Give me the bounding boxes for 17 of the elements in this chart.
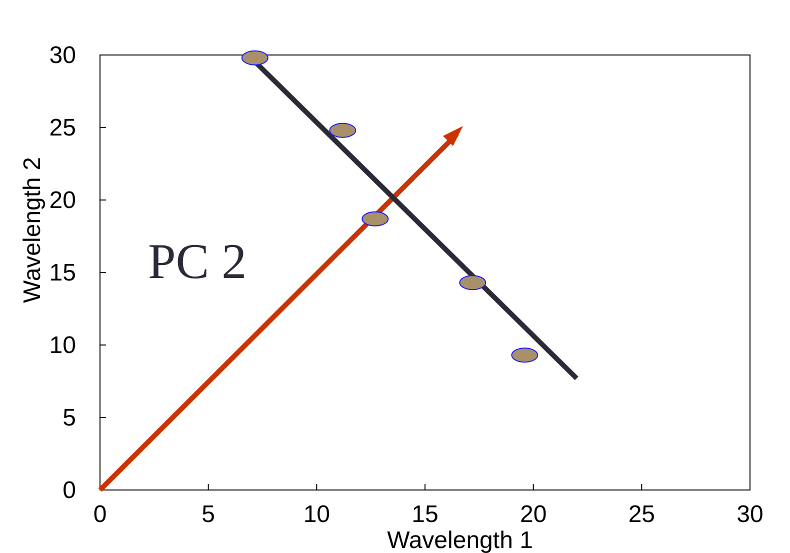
- x-tick-label: 10: [303, 501, 330, 528]
- annotation: PC 2: [148, 233, 247, 289]
- x-tick-label: 20: [520, 501, 547, 528]
- y-tick-label: 0: [62, 477, 76, 504]
- y-tick-label: 30: [49, 42, 76, 69]
- y-tick-label: 25: [49, 114, 76, 142]
- x-tick-label: 0: [93, 501, 107, 528]
- y-tick-label: 15: [49, 260, 76, 286]
- y-tick-label: 5: [62, 404, 76, 432]
- y-axis-title: Wavelength 2: [19, 157, 46, 303]
- x-tick-label: 15: [412, 501, 438, 528]
- x-tick-label: 5: [202, 501, 216, 528]
- y-tick-label: 10: [49, 332, 76, 359]
- y-tick-label: 20: [49, 187, 76, 214]
- x-axis-title: Wavelength 1: [387, 527, 533, 553]
- x-tick-label: 30: [736, 501, 764, 528]
- x-tick-label: 25: [628, 501, 656, 528]
